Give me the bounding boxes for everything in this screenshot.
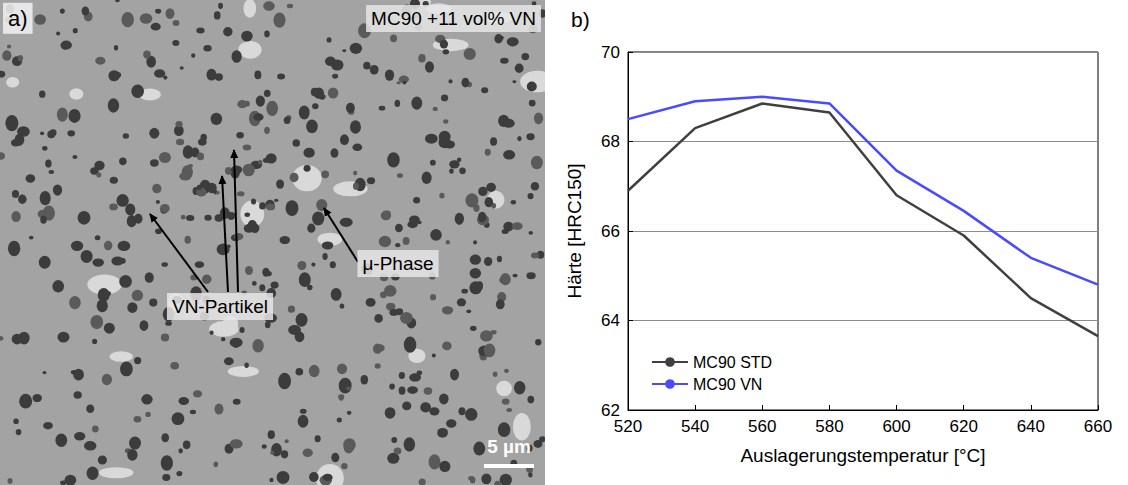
svg-text:600: 600	[882, 417, 910, 436]
svg-text:540: 540	[681, 417, 709, 436]
svg-text:a): a)	[8, 6, 28, 31]
svg-text:VN-Partikel: VN-Partikel	[172, 296, 268, 317]
svg-text:660: 660	[1084, 417, 1112, 436]
svg-text:580: 580	[815, 417, 843, 436]
svg-text:640: 640	[1017, 417, 1045, 436]
svg-text:560: 560	[748, 417, 776, 436]
svg-text:520: 520	[614, 417, 642, 436]
svg-text:Härte [HRC150]: Härte [HRC150]	[564, 163, 585, 298]
svg-text:μ-Phase: μ-Phase	[362, 253, 433, 274]
svg-text:MC90 VN: MC90 VN	[693, 376, 762, 393]
svg-text:5 µm: 5 µm	[487, 436, 531, 457]
svg-text:620: 620	[950, 417, 978, 436]
svg-text:66: 66	[601, 222, 620, 241]
svg-text:68: 68	[601, 132, 620, 151]
svg-text:70: 70	[601, 43, 620, 62]
svg-text:64: 64	[601, 311, 620, 330]
svg-text:Auslagerungstemperatur [°C]: Auslagerungstemperatur [°C]	[740, 445, 985, 466]
svg-text:MC90 +11 vol% VN: MC90 +11 vol% VN	[371, 8, 536, 29]
svg-text:MC90 STD: MC90 STD	[693, 354, 772, 371]
svg-text:62: 62	[601, 400, 620, 420]
svg-text:b): b)	[571, 8, 590, 31]
